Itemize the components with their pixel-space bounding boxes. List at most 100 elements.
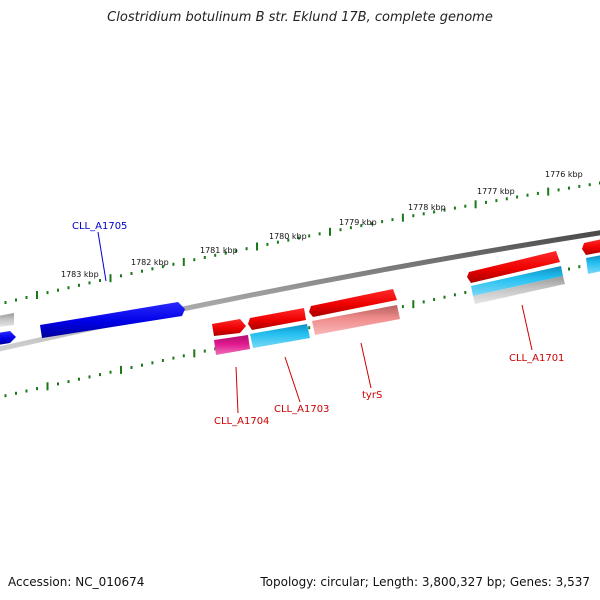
outer-ruler-tick: [151, 267, 154, 271]
gene-cll-a1701[interactable]: [467, 251, 560, 283]
outer-ruler-tick: [214, 253, 217, 257]
outer-ruler-tick: [36, 291, 38, 299]
inner-ruler-tick: [109, 370, 112, 374]
outer-ruler-tick: [297, 236, 300, 240]
outer-ruler-tick: [78, 283, 80, 287]
inner-ruler-tick: [412, 300, 415, 309]
outer-ruler-tick: [308, 234, 311, 238]
cds-tyrs: [312, 305, 400, 335]
cds-right-edge: [586, 255, 600, 274]
leader-line-tyrs: [360, 342, 372, 389]
cds-cll-a1704: [214, 335, 250, 355]
ruler-label: 1782 kbp: [131, 258, 169, 267]
outer-ruler-tick: [99, 279, 101, 282]
gene-cll-a1704[interactable]: [212, 319, 246, 336]
gene-tyrs[interactable]: [309, 289, 397, 317]
inner-ruler-tick: [464, 291, 467, 294]
outer-ruler-tick: [536, 191, 539, 195]
gene-cll-a1703[interactable]: [248, 308, 306, 330]
inner-ruler-tick: [161, 359, 164, 362]
outer-ruler-tick: [547, 187, 550, 196]
outer-ruler-tick: [276, 240, 279, 244]
outer-ruler-tick: [25, 296, 28, 299]
inner-ruler-tick: [453, 293, 456, 297]
outer-ruler-tick: [57, 288, 59, 292]
outer-ruler-tick: [88, 281, 91, 285]
inner-ruler-tick: [25, 389, 28, 393]
gene-right-edge[interactable]: [582, 239, 600, 255]
outer-ruler-tick: [370, 222, 373, 226]
accession-text: Accession: NC_010674: [8, 575, 145, 589]
leader-line-cll-a1705: [97, 231, 107, 282]
outer-ruler-tick: [15, 298, 17, 302]
gene-label-cll-a1701[interactable]: CLL_A1701: [509, 353, 564, 364]
outer-ruler-tick: [46, 291, 49, 295]
outer-ruler-tick: [339, 228, 342, 232]
inner-ruler-tick: [57, 382, 59, 386]
gene-label-cll-a1703[interactable]: CLL_A1703: [274, 404, 329, 415]
inner-ruler-tick: [78, 377, 80, 381]
outer-ruler-tick: [433, 210, 436, 214]
leader-line-cll-a1703: [284, 356, 301, 403]
outer-ruler-tick: [401, 213, 404, 222]
outer-ruler-tick: [443, 208, 446, 212]
outer-ruler-tick: [464, 204, 467, 208]
outer-ruler-tick: [453, 206, 456, 210]
outer-ruler-tick: [109, 274, 112, 283]
outer-ruler-tick: [557, 188, 560, 192]
inner-ruler-tick: [141, 363, 143, 367]
outer-ruler-tick: [266, 242, 269, 246]
outer-ruler-tick: [349, 226, 352, 230]
inner-ruler-tick: [172, 356, 175, 360]
outer-ruler-tick: [474, 200, 477, 209]
outer-ruler-tick: [4, 301, 7, 304]
ruler-label: 1777 kbp: [477, 187, 515, 196]
ruler-label: 1783 kbp: [61, 270, 99, 279]
map-title: Clostridium botulinum B str. Eklund 17B,…: [107, 10, 493, 25]
outer-ruler-tick: [245, 247, 248, 251]
inner-ruler-tick: [130, 366, 133, 369]
outer-ruler-tick: [287, 238, 290, 242]
gene-cll-a1705[interactable]: [40, 302, 185, 338]
outer-ruler-tick: [588, 183, 591, 187]
outer-ruler-tick: [161, 265, 164, 269]
inner-ruler-tick: [182, 354, 185, 358]
gene-label-tyrs[interactable]: tyrS: [362, 390, 382, 401]
inner-ruler-tick: [203, 349, 206, 353]
outer-ruler-tick: [360, 224, 363, 228]
ruler-label: 1781 kbp: [200, 246, 238, 255]
inner-ruler-tick: [578, 265, 581, 269]
ruler-label: 1780 kbp: [269, 232, 307, 241]
outer-ruler-tick: [235, 249, 238, 253]
inner-ruler-tick: [308, 326, 311, 330]
inner-ruler-tick: [120, 365, 122, 374]
outer-ruler-tick: [412, 214, 415, 218]
outer-ruler-tick: [568, 186, 570, 190]
gene-reverse-left-edge[interactable]: [0, 331, 16, 345]
outer-ruler-tick: [485, 200, 487, 204]
outer-ruler-tick: [391, 218, 394, 222]
outer-ruler-tick: [516, 195, 519, 199]
outer-ruler-tick: [505, 197, 508, 201]
outer-ruler-tick: [130, 272, 133, 275]
outer-ruler-tick: [172, 262, 175, 266]
inner-ruler-tick: [443, 295, 446, 299]
inner-ruler-tick: [151, 361, 154, 365]
outer-ruler-tick: [256, 242, 258, 251]
inner-ruler-tick: [15, 391, 17, 395]
gene-label-cll-a1704[interactable]: CLL_A1704: [214, 416, 269, 427]
leader-line-cll-a1704: [235, 366, 239, 414]
outer-ruler-tick: [578, 184, 581, 188]
outer-ruler-tick: [67, 286, 70, 290]
inner-ruler-tick: [433, 298, 436, 301]
cds-cll-a1701-cyan: [471, 266, 563, 296]
inner-ruler-tick: [46, 382, 49, 391]
gene-label-cll-a1705[interactable]: CLL_A1705: [72, 221, 127, 232]
gene-labels: CLL_A1705 CLL_A1704 CLL_A1703 tyrS CLL_A…: [72, 221, 564, 427]
inner-ruler-tick: [36, 387, 38, 391]
inner-ruler-tick: [99, 373, 101, 377]
topology-text: Topology: circular; Length: 3,800,327 bp…: [260, 575, 590, 589]
inner-ruler-tick: [193, 349, 196, 358]
outer-ruler-tick: [182, 258, 185, 266]
